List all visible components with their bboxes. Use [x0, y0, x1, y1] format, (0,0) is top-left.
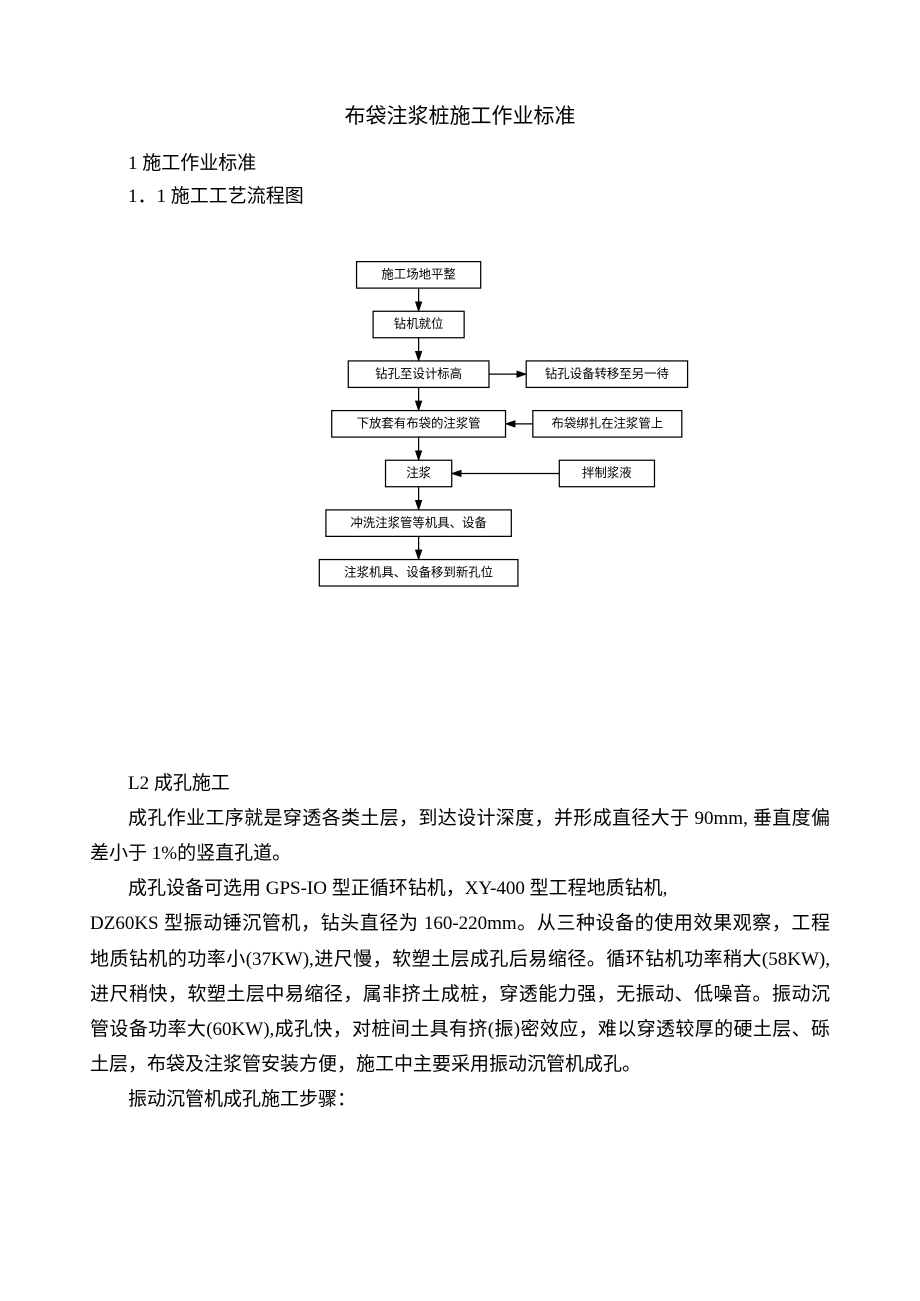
flowchart-label-s4: 布袋绑扎在注浆管上 [551, 415, 663, 430]
paragraph-3: 振动沉管机成孔施工步骤： [90, 1082, 830, 1117]
section-1-heading: 1 施工作业标准 [90, 148, 830, 175]
paragraph-2a: 成孔设备可选用 GPS-IO 型正循环钻机，XY-400 型工程地质钻机, [90, 871, 830, 906]
flowchart-label-n7: 注浆机具、设备移到新孔位 [344, 564, 493, 579]
flowchart-label-n2: 钻机就位 [394, 316, 444, 331]
flowchart-label-n5: 注浆 [406, 465, 431, 480]
flowchart-container: 施工场地平整钻机就位钻孔至设计标高下放套有布袋的注浆管注浆冲洗注浆管等机具、设备… [90, 218, 830, 628]
flowchart-label-n3: 钻孔至设计标高 [375, 366, 462, 381]
section-1-1-heading: 1．1 施工工艺流程图 [90, 181, 830, 208]
paragraph-2b: DZ60KS 型振动锤沉管机，钻头直径为 160-220mm。从三种设备的使用效… [90, 906, 830, 1082]
flowchart-label-s5: 拌制浆液 [582, 465, 632, 480]
flowchart-label-n6: 冲洗注浆管等机具、设备 [350, 515, 487, 530]
document-title: 布袋注浆桩施工作业标准 [90, 100, 830, 130]
flowchart-svg: 施工场地平整钻机就位钻孔至设计标高下放套有布袋的注浆管注浆冲洗注浆管等机具、设备… [220, 218, 700, 628]
paragraph-1: 成孔作业工序就是穿透各类土层，到达设计深度，并形成直径大于 90mm, 垂直度偏… [90, 801, 830, 871]
flowchart-label-n1: 施工场地平整 [381, 267, 455, 282]
flowchart-label-n4: 下放套有布袋的注浆管 [357, 415, 481, 430]
section-1-2-heading: L2 成孔施工 [90, 768, 830, 795]
flowchart-label-s3: 钻孔设备转移至另一待 [545, 366, 669, 381]
page-container: 布袋注浆桩施工作业标准 1 施工作业标准 1．1 施工工艺流程图 施工场地平整钻… [0, 0, 920, 1301]
